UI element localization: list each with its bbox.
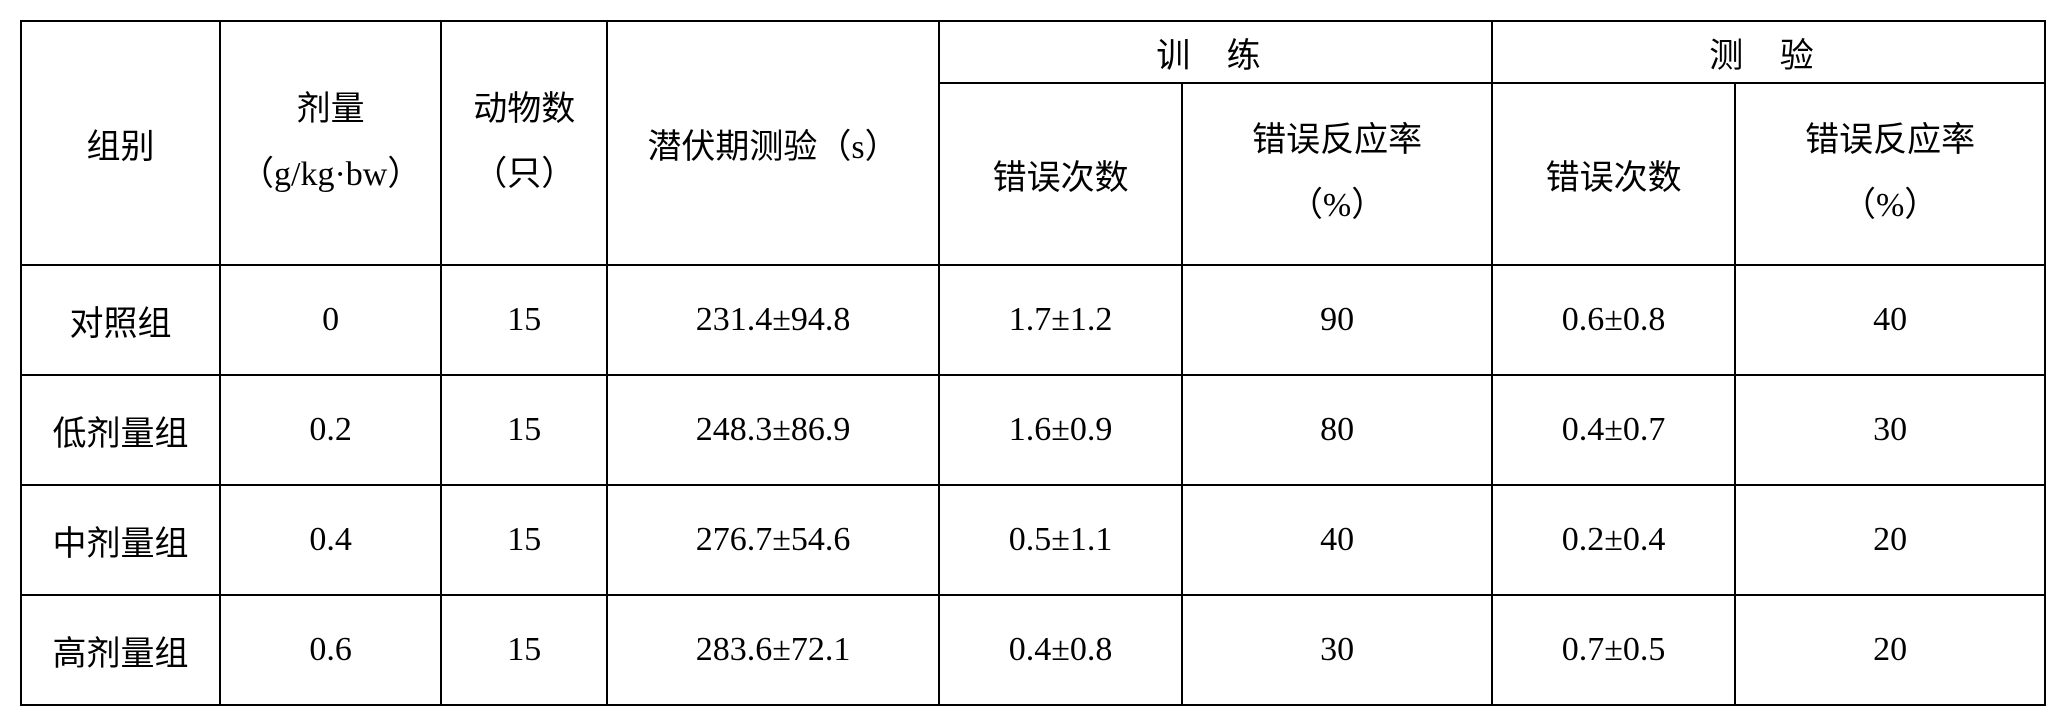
cell-animals: 15 — [441, 485, 607, 595]
cell-test-err: 0.4±0.7 — [1492, 375, 1735, 485]
cell-test-err: 0.6±0.8 — [1492, 265, 1735, 375]
cell-train-err: 1.7±1.2 — [939, 265, 1182, 375]
header-train-errcount: 错误次数 — [939, 83, 1182, 265]
header-training: 训 练 — [939, 21, 1492, 83]
header-animals-line2: （只） — [442, 143, 606, 208]
cell-train-rate: 30 — [1182, 595, 1492, 705]
experiment-table-container: 组别 剂量 （g/kg·bw） 动物数 （只） 潜伏期测验（s） 训 练 测 验… — [20, 20, 2046, 706]
header-test-errrate-line2: （%） — [1736, 174, 2044, 239]
header-latency: 潜伏期测验（s） — [607, 21, 939, 265]
header-dose-line2: （g/kg·bw） — [221, 143, 440, 208]
header-testing: 测 验 — [1492, 21, 2045, 83]
cell-train-err: 0.4±0.8 — [939, 595, 1182, 705]
cell-train-rate: 90 — [1182, 265, 1492, 375]
experiment-table: 组别 剂量 （g/kg·bw） 动物数 （只） 潜伏期测验（s） 训 练 测 验… — [20, 20, 2046, 706]
cell-animals: 15 — [441, 265, 607, 375]
cell-test-err: 0.7±0.5 — [1492, 595, 1735, 705]
cell-test-err: 0.2±0.4 — [1492, 485, 1735, 595]
cell-test-rate: 20 — [1735, 595, 2045, 705]
cell-animals: 15 — [441, 595, 607, 705]
cell-latency: 276.7±54.6 — [607, 485, 939, 595]
cell-train-err: 0.5±1.1 — [939, 485, 1182, 595]
header-train-errrate: 错误反应率 （%） — [1182, 83, 1492, 265]
header-animals: 动物数 （只） — [441, 21, 607, 265]
cell-latency: 248.3±86.9 — [607, 375, 939, 485]
cell-train-rate: 80 — [1182, 375, 1492, 485]
header-group: 组别 — [21, 21, 220, 265]
header-test-errcount: 错误次数 — [1492, 83, 1735, 265]
cell-latency: 231.4±94.8 — [607, 265, 939, 375]
cell-dose: 0.2 — [220, 375, 441, 485]
cell-group: 中剂量组 — [21, 485, 220, 595]
table-row: 低剂量组 0.2 15 248.3±86.9 1.6±0.9 80 0.4±0.… — [21, 375, 2045, 485]
cell-train-err: 1.6±0.9 — [939, 375, 1182, 485]
cell-train-rate: 40 — [1182, 485, 1492, 595]
header-animals-line1: 动物数 — [442, 78, 606, 143]
cell-test-rate: 40 — [1735, 265, 2045, 375]
cell-latency: 283.6±72.1 — [607, 595, 939, 705]
cell-dose: 0.6 — [220, 595, 441, 705]
cell-animals: 15 — [441, 375, 607, 485]
cell-group: 对照组 — [21, 265, 220, 375]
header-dose-line1: 剂量 — [221, 78, 440, 143]
table-row: 对照组 0 15 231.4±94.8 1.7±1.2 90 0.6±0.8 4… — [21, 265, 2045, 375]
table-row: 高剂量组 0.6 15 283.6±72.1 0.4±0.8 30 0.7±0.… — [21, 595, 2045, 705]
header-test-errrate: 错误反应率 （%） — [1735, 83, 2045, 265]
cell-dose: 0 — [220, 265, 441, 375]
cell-test-rate: 30 — [1735, 375, 2045, 485]
cell-test-rate: 20 — [1735, 485, 2045, 595]
table-row: 中剂量组 0.4 15 276.7±54.6 0.5±1.1 40 0.2±0.… — [21, 485, 2045, 595]
cell-group: 高剂量组 — [21, 595, 220, 705]
header-test-errrate-line1: 错误反应率 — [1736, 109, 2044, 174]
header-dose: 剂量 （g/kg·bw） — [220, 21, 441, 265]
header-train-errrate-line1: 错误反应率 — [1183, 109, 1491, 174]
cell-dose: 0.4 — [220, 485, 441, 595]
cell-group: 低剂量组 — [21, 375, 220, 485]
header-train-errrate-line2: （%） — [1183, 174, 1491, 239]
